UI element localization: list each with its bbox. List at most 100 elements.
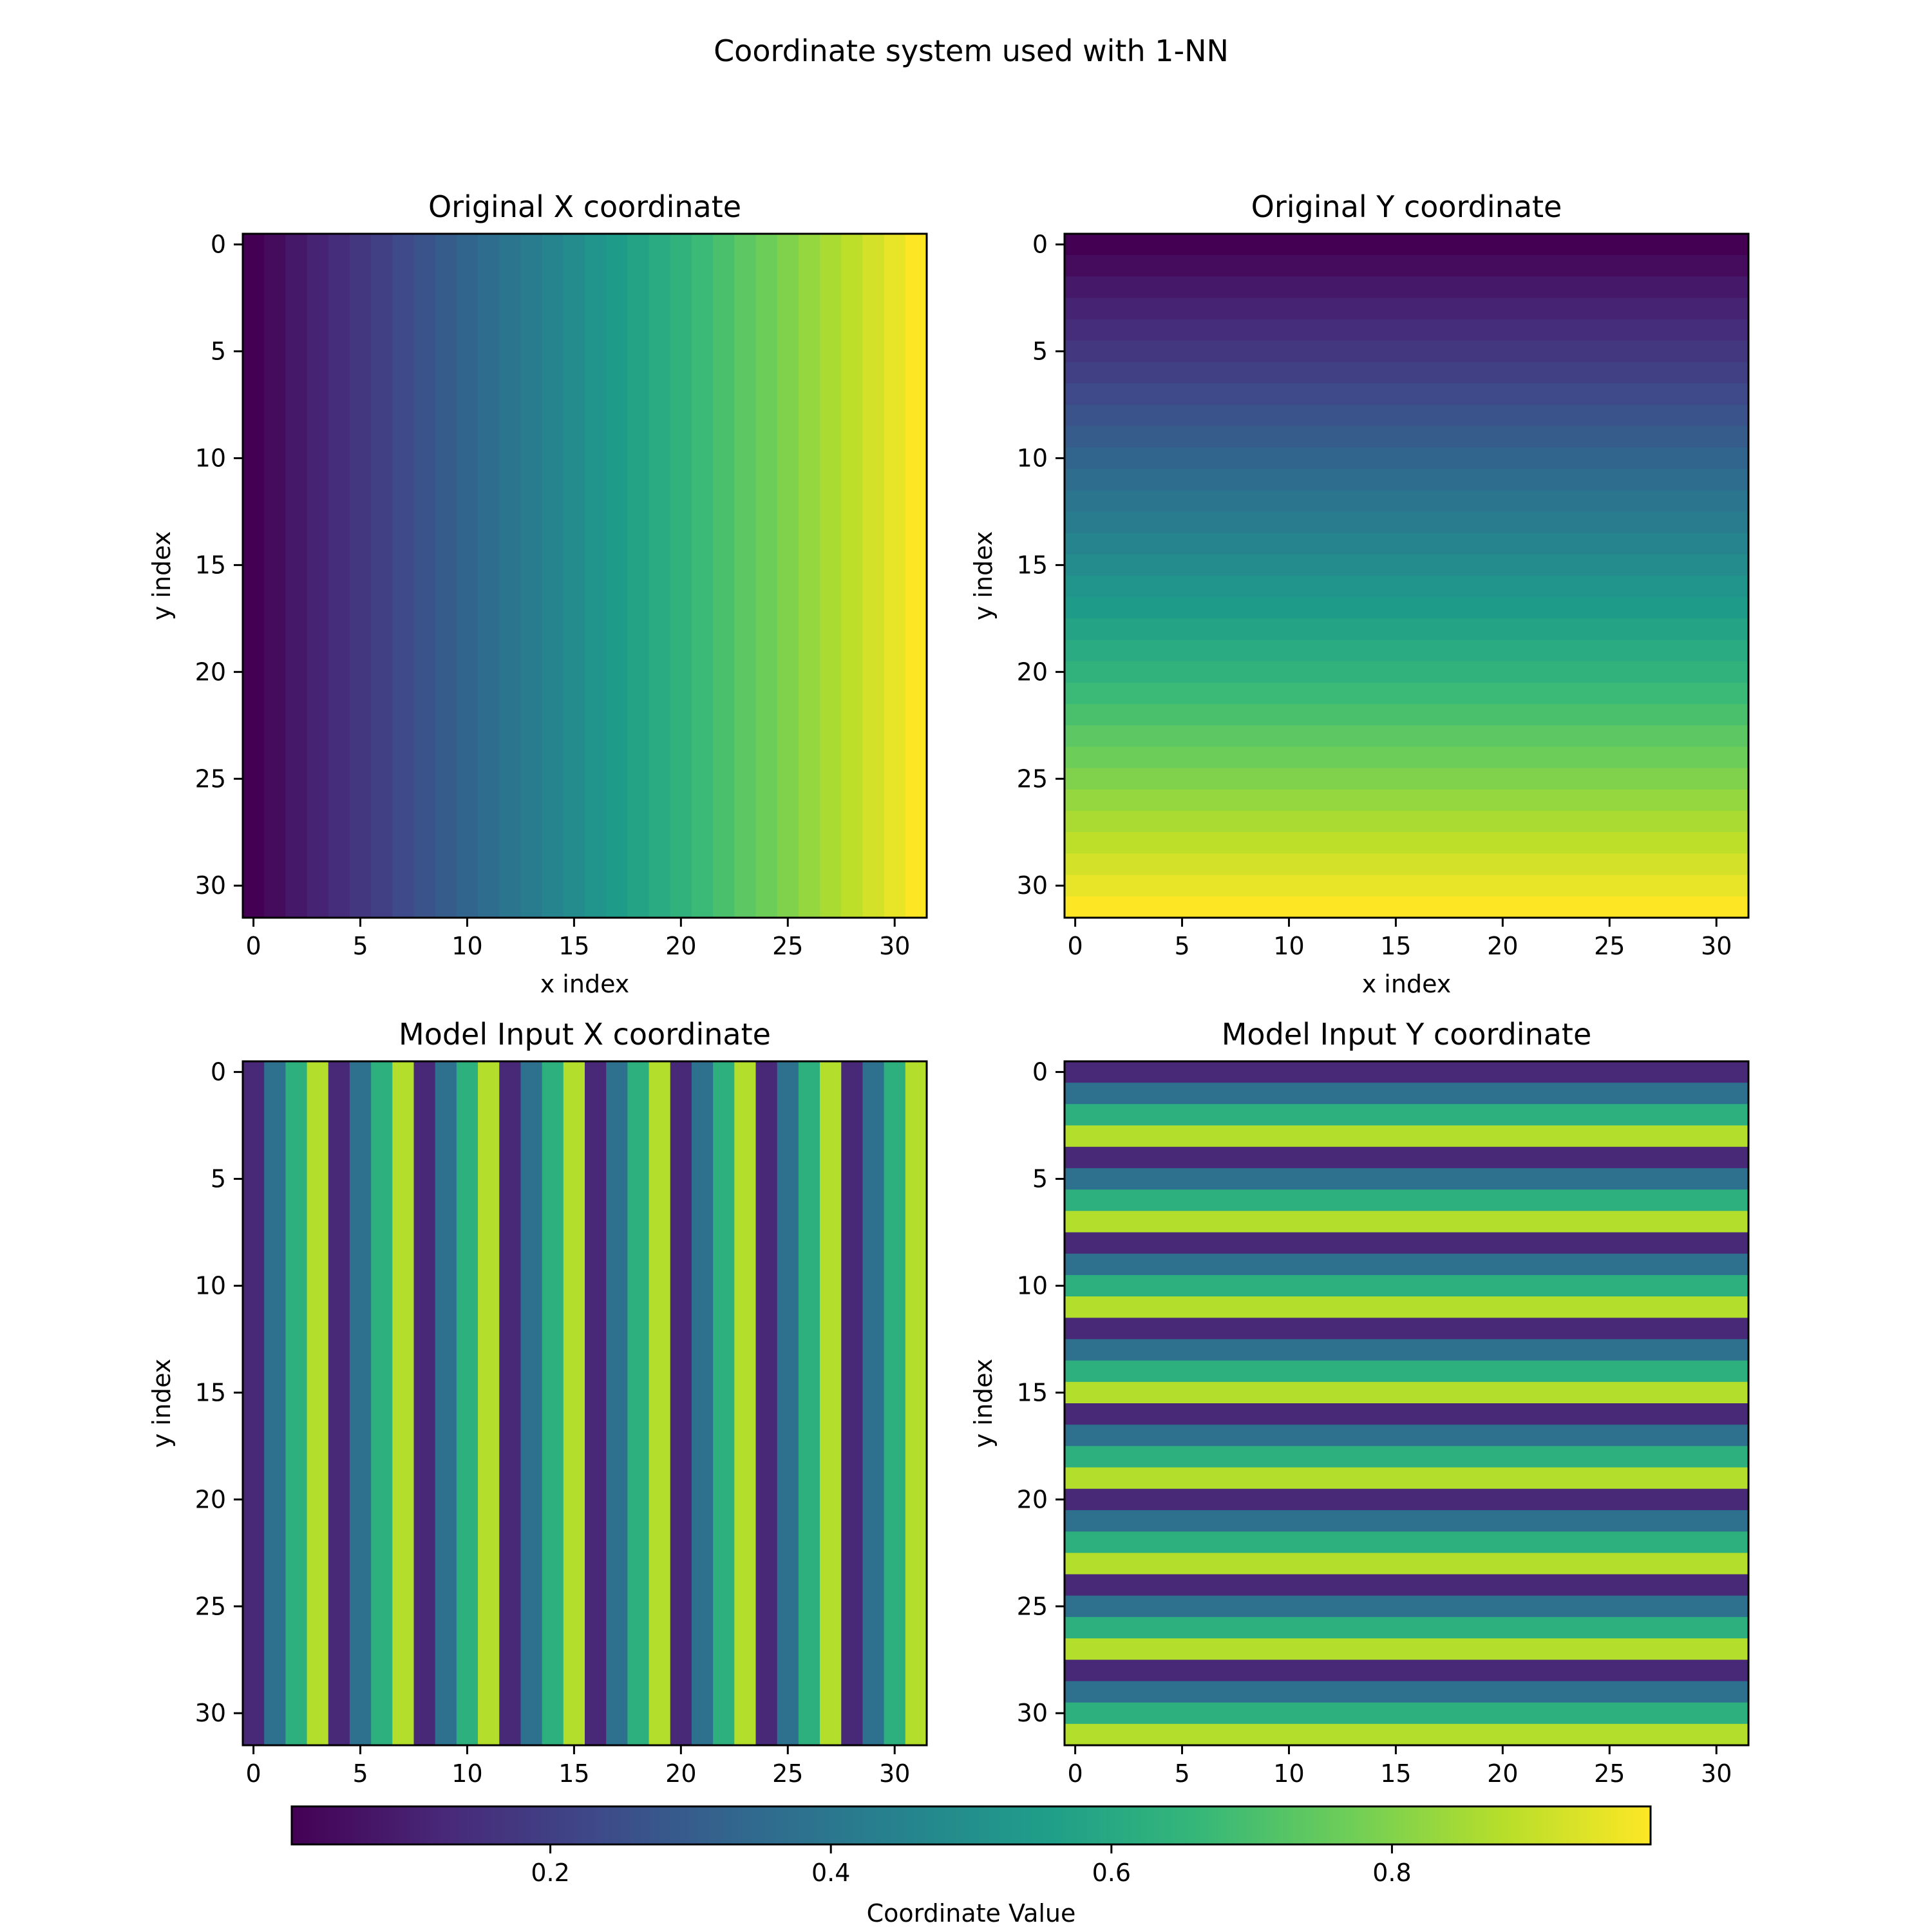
colorbar-tick-label: 0.2 (531, 1859, 569, 1887)
y-tick-label: 5 (1032, 337, 1048, 366)
heatmap-column (264, 234, 286, 918)
y-tick-label: 10 (195, 444, 226, 472)
x-tick-label: 5 (352, 1759, 368, 1788)
heatmap-row (1065, 1702, 1748, 1725)
heatmap-row (1065, 319, 1748, 341)
colorbar-tick-label: 0.6 (1092, 1859, 1131, 1887)
heatmap-column (798, 1061, 820, 1745)
y-tick-label: 15 (195, 1378, 226, 1406)
heatmap-row (1065, 768, 1748, 790)
heatmap-column (884, 234, 906, 918)
heatmap-row (1065, 896, 1748, 918)
colorbar-tick-label: 0.8 (1372, 1859, 1411, 1887)
heatmap-row (1065, 639, 1748, 662)
y-tick-label: 30 (195, 871, 226, 900)
x-tick-label: 15 (558, 1759, 589, 1788)
y-tick-label: 20 (1017, 658, 1048, 686)
heatmap-row (1065, 1531, 1748, 1553)
heatmap-column (435, 234, 457, 918)
heatmap-column (713, 1061, 735, 1745)
panel-model-input-y: y index 0 5 10 15 20 25 30 0 5 10 15 20 25 30 Model In… (969, 1017, 1750, 1788)
heatmap-row (1065, 875, 1748, 897)
heatmap-row (1065, 447, 1748, 469)
x-tick-label: 15 (558, 932, 589, 960)
x-tick-label: 25 (1594, 1759, 1625, 1788)
heatmap-row (1065, 853, 1748, 876)
heatmap-row (1065, 1723, 1748, 1746)
y-tick-label: 20 (195, 658, 226, 686)
heatmap-column (371, 1061, 393, 1745)
heatmap-column (285, 234, 308, 918)
x-tick-label: 5 (1174, 932, 1189, 960)
heatmap-row (1065, 404, 1748, 427)
heatmap-row (1065, 1681, 1748, 1703)
y-tick-label: 30 (195, 1699, 226, 1727)
heatmap-column (670, 234, 692, 918)
heatmap-row (1065, 1232, 1748, 1255)
heatmap-row (1065, 1381, 1748, 1404)
y-tick-label: 30 (1017, 1699, 1048, 1727)
panel-title: Original X coordinate (428, 189, 741, 224)
x-axis-label: x index (540, 970, 630, 998)
heatmap-row (1065, 1189, 1748, 1211)
y-tick-label: 15 (1017, 551, 1048, 579)
heatmap-column (478, 234, 500, 918)
heatmap-row (1065, 746, 1748, 769)
heatmap-row (1065, 1274, 1748, 1297)
heatmap-column (905, 234, 927, 918)
x-tick-label: 20 (1487, 932, 1518, 960)
heatmap-column (563, 1061, 585, 1745)
heatmap-column (413, 1061, 436, 1745)
heatmap-row (1065, 298, 1748, 320)
x-tick-label: 25 (772, 1759, 803, 1788)
heatmap-column (542, 1061, 564, 1745)
heatmap-row (1065, 661, 1748, 683)
heatmap-column (456, 234, 478, 918)
heatmap-row (1065, 1083, 1748, 1104)
heatmap-row (1065, 1318, 1748, 1340)
heatmap-row (1065, 789, 1748, 811)
heatmap-row (1065, 362, 1748, 384)
heatmap-column (862, 1061, 885, 1745)
heatmap-column (371, 234, 393, 918)
heatmap-row (1065, 576, 1748, 598)
heatmap-row (1065, 1553, 1748, 1575)
axes-frame (1063, 1060, 1750, 1747)
heatmap-row (1065, 725, 1748, 748)
panel-title: Model Input X coordinate (399, 1017, 771, 1052)
x-tick-label: 0 (246, 932, 261, 960)
heatmap-column (243, 234, 265, 918)
x-tick-label: 5 (352, 932, 368, 960)
heatmap-row (1065, 1125, 1748, 1148)
heatmap-row (1065, 1467, 1748, 1490)
heatmap-row (1065, 1360, 1748, 1383)
heatmap-column (627, 234, 650, 918)
y-tick-label: 0 (211, 1058, 226, 1086)
heatmap-row (1065, 1168, 1748, 1190)
x-tick-label: 30 (879, 932, 910, 960)
heatmap-row (1065, 1616, 1748, 1639)
heatmap-row (1065, 1403, 1748, 1425)
panel-original-x: x index y index 0 5 10 15 20 25 30 0 5 10 15 20 25 30… (147, 189, 928, 998)
axes-frame (242, 232, 928, 919)
colorbar-label: Coordinate Value (867, 1899, 1076, 1927)
x-tick-label: 30 (879, 1759, 910, 1788)
heatmap-column (349, 234, 372, 918)
colorbar-tick-label: 0.4 (811, 1859, 850, 1887)
x-tick-label: 10 (1273, 1759, 1304, 1788)
heatmap-row (1065, 511, 1748, 534)
y-tick-label: 0 (211, 231, 226, 259)
axes-frame (1063, 232, 1750, 919)
heatmap-column (905, 1061, 927, 1745)
heatmap-column (755, 234, 778, 918)
y-tick-label: 15 (195, 551, 226, 579)
heatmap-column (499, 234, 522, 918)
heatmap-row (1065, 1146, 1748, 1169)
heatmap-column (478, 1061, 500, 1745)
x-tick-label: 25 (772, 932, 803, 960)
y-tick-label: 25 (195, 1592, 226, 1620)
heatmap-column (285, 1061, 308, 1745)
x-tick-label: 15 (1380, 1759, 1411, 1788)
heatmap-column (670, 1061, 692, 1745)
